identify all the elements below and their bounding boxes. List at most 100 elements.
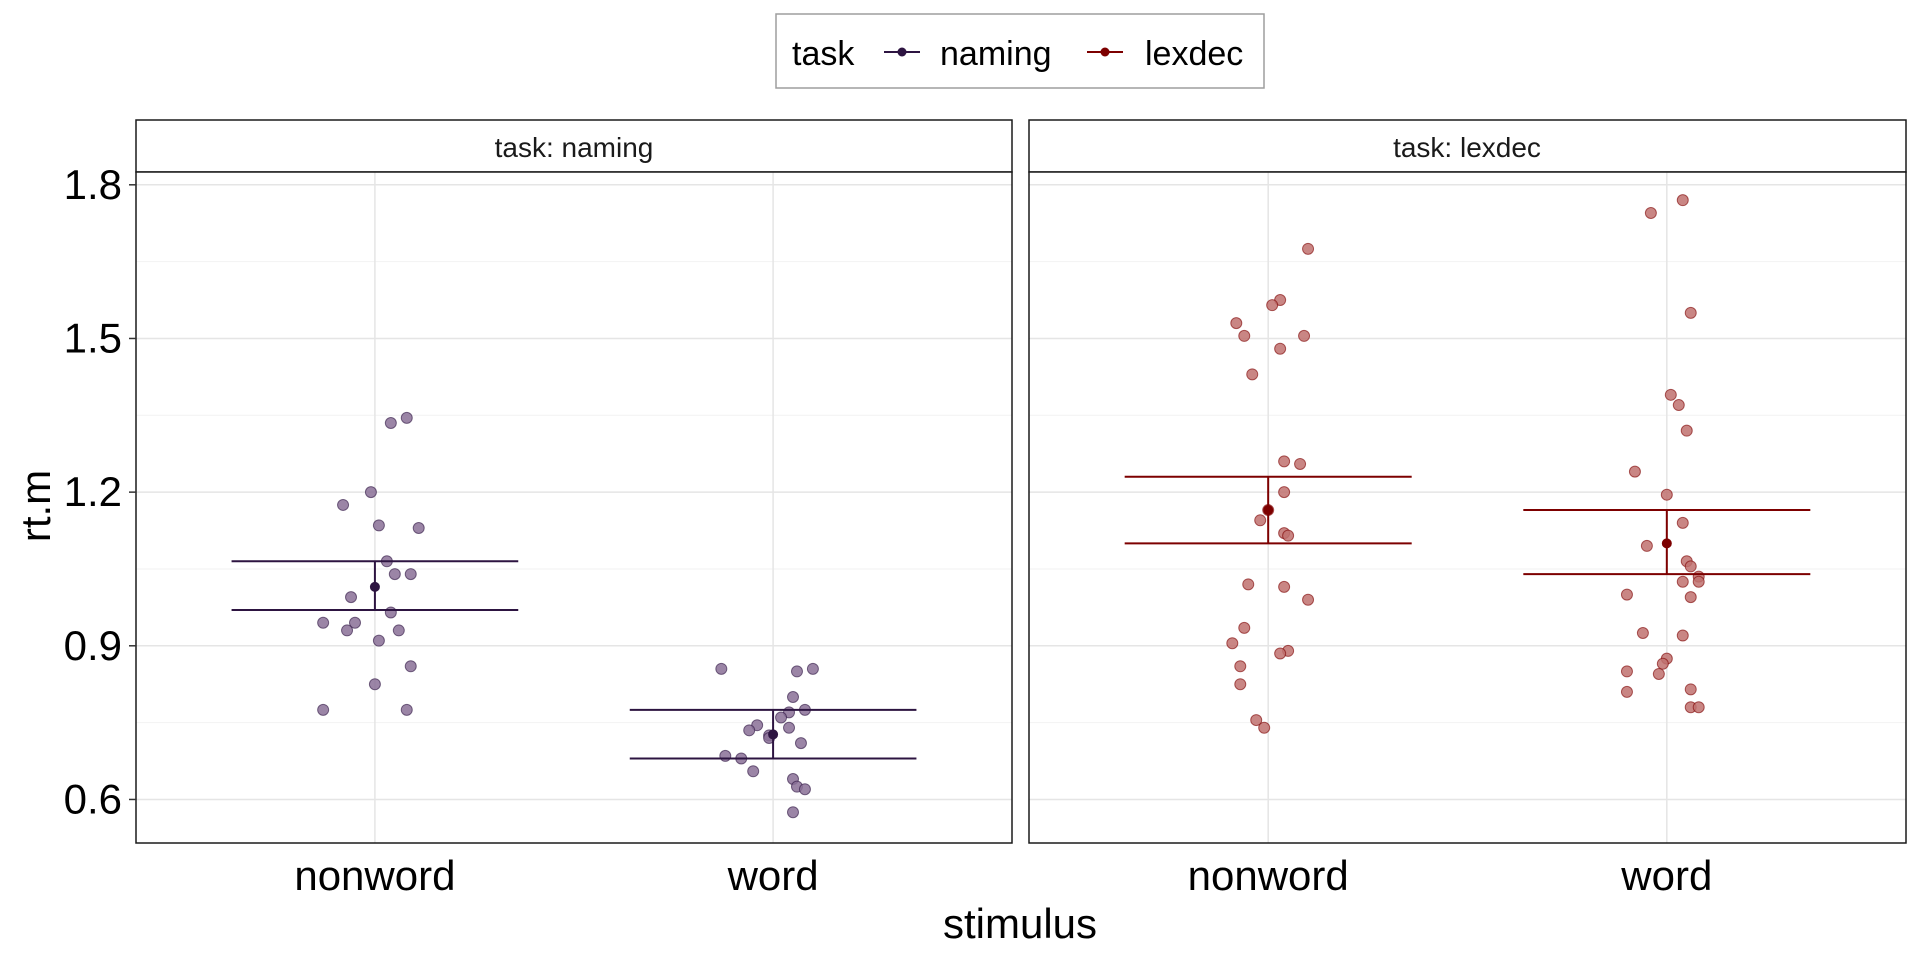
data-point (798, 783, 811, 796)
data-point (1672, 399, 1685, 412)
data-point (341, 624, 354, 637)
data-point (400, 703, 413, 716)
data-point (1680, 424, 1693, 437)
data-point (1676, 194, 1689, 207)
data-point (1652, 667, 1665, 680)
data-point (1298, 329, 1311, 342)
data-point (1302, 593, 1315, 606)
data-point (317, 703, 330, 716)
data-point (1274, 342, 1287, 355)
data-point (794, 737, 807, 750)
data-point (384, 416, 397, 429)
y-tick-label: 0.6 (64, 775, 122, 822)
data-point (364, 486, 377, 499)
data-point (1692, 575, 1705, 588)
group-naming-nonword (231, 411, 519, 716)
data-point (1294, 457, 1307, 470)
y-tick-label: 1.5 (64, 314, 122, 361)
group-lexdec-word (1523, 194, 1811, 714)
data-point (1278, 580, 1291, 593)
legend-box (775, 13, 1265, 89)
data-point (1676, 516, 1689, 529)
data-point (1640, 539, 1653, 552)
data-point (1656, 657, 1669, 670)
panel-border (135, 171, 1013, 844)
data-point (747, 765, 760, 778)
data-point (1684, 306, 1697, 319)
data-point (715, 662, 728, 675)
group-lexdec-nonword (1124, 242, 1412, 734)
strip-box-lexdec (1028, 119, 1907, 173)
data-point (1620, 685, 1633, 698)
legend-key-lexdec-point (1100, 47, 1110, 57)
data-point (1676, 629, 1689, 642)
data-point (404, 660, 417, 673)
data-point (1620, 588, 1633, 601)
data-point (787, 691, 799, 704)
legend: task naming lexdec (775, 13, 1265, 89)
mean-point (768, 729, 779, 740)
data-point (1242, 578, 1255, 591)
data-point (1258, 721, 1271, 734)
data-point (1636, 626, 1649, 639)
data-point (1676, 575, 1689, 588)
data-point (1282, 529, 1295, 542)
panel-naming (135, 171, 1013, 844)
data-point (1684, 591, 1697, 604)
data-point (392, 624, 405, 637)
data-point (317, 616, 330, 629)
data-point (1230, 317, 1243, 330)
data-point (388, 568, 401, 581)
y-tick-label: 1.2 (64, 468, 122, 515)
x-axis-title: stimulus (943, 900, 1097, 947)
facet-strip-lexdec: task: lexdec (1028, 119, 1907, 173)
data-point (806, 662, 819, 675)
panel-background (136, 172, 1012, 843)
strip-label-naming: task: naming (495, 132, 654, 163)
y-tick-label: 1.8 (64, 161, 122, 208)
x-tick-label-lexdec-word: word (1620, 852, 1712, 899)
data-point (1302, 242, 1315, 255)
mean-point (369, 581, 380, 592)
y-tick-label: 0.9 (64, 622, 122, 669)
data-point (1684, 560, 1697, 573)
data-point (790, 665, 803, 678)
data-point (372, 519, 385, 532)
panel-lexdec (1028, 171, 1907, 844)
panel-border (1028, 171, 1907, 844)
data-point (337, 498, 350, 511)
data-point (372, 634, 385, 647)
data-point (1692, 701, 1705, 714)
x-tick-label-naming-nonword: nonword (294, 852, 455, 899)
data-point (1278, 455, 1291, 468)
data-point (1278, 486, 1291, 499)
legend-label-naming: naming (940, 35, 1052, 73)
data-point (1660, 488, 1673, 501)
group-naming-word (629, 662, 917, 819)
panel-background (1029, 172, 1906, 843)
data-point (1644, 206, 1657, 219)
data-point (1234, 678, 1247, 691)
data-point (1234, 660, 1247, 673)
facet-strip-naming: task: naming (135, 119, 1013, 173)
x-tick-label-naming-word: word (727, 852, 819, 899)
legend-key-naming-point (897, 47, 907, 57)
mean-point (1661, 538, 1672, 549)
data-point (384, 606, 397, 619)
data-point (787, 806, 799, 819)
data-point (412, 521, 425, 534)
data-point (1246, 368, 1259, 381)
y-axis-title: rt.m (12, 470, 59, 542)
legend-label-lexdec: lexdec (1145, 35, 1243, 73)
legend-key-lexdec (1087, 47, 1123, 57)
data-point (349, 616, 361, 629)
y-axis: 0.6 0.9 1.2 1.5 1.8 (64, 161, 136, 822)
data-point (775, 711, 788, 724)
data-point (368, 678, 381, 691)
data-point (1274, 647, 1287, 660)
data-point (743, 724, 756, 737)
data-point (1226, 637, 1239, 650)
data-point (1238, 329, 1251, 342)
data-point (1266, 299, 1279, 312)
